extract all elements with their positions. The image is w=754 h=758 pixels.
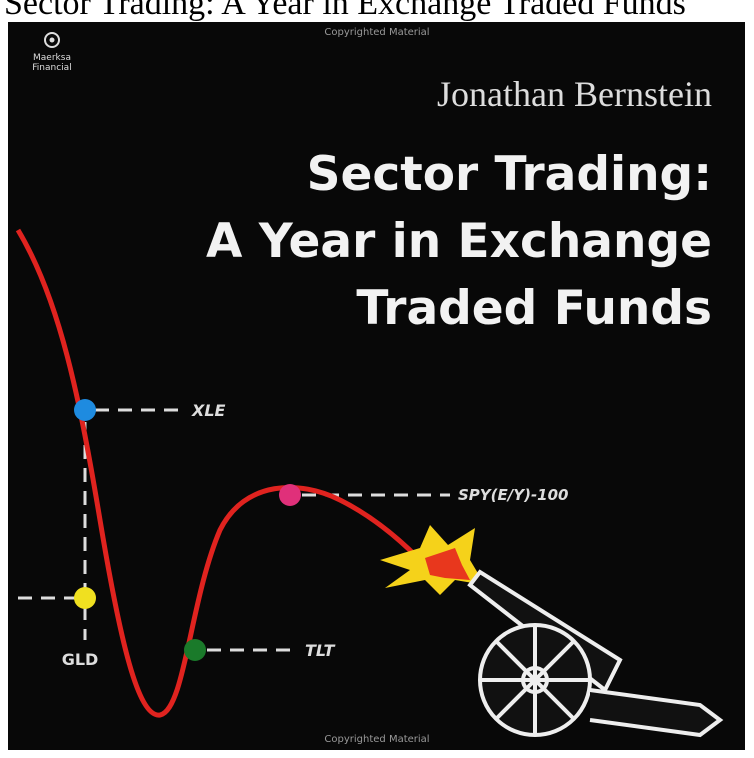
publisher: Financial <box>32 63 71 73</box>
book-title: Sector Trading: <box>307 147 712 202</box>
publisher: Maerksa <box>33 53 71 63</box>
label: SPY(E/Y)-100 <box>458 486 569 504</box>
page: Sector Trading: A Year in Exchange Trade… <box>0 0 754 758</box>
label: GLD <box>62 650 99 669</box>
page-title: Sector Trading: A Year in Exchange Trade… <box>4 0 686 22</box>
label: TLT <box>305 641 335 660</box>
dot <box>74 399 96 421</box>
watermark: Copyrighted Material <box>324 734 429 745</box>
book-title: Traded Funds <box>356 281 712 336</box>
label: XLE <box>191 401 226 420</box>
publisher-logo-center <box>50 38 55 43</box>
book-cover <box>8 22 745 750</box>
screenshot: Sector Trading: A Year in Exchange Trade… <box>0 0 754 758</box>
dot <box>74 587 96 609</box>
dot <box>184 639 206 661</box>
author: Jonathan Bernstein <box>437 74 712 114</box>
dot <box>279 484 301 506</box>
book-title: A Year in Exchange <box>206 214 712 269</box>
watermark: Copyrighted Material <box>324 27 429 38</box>
